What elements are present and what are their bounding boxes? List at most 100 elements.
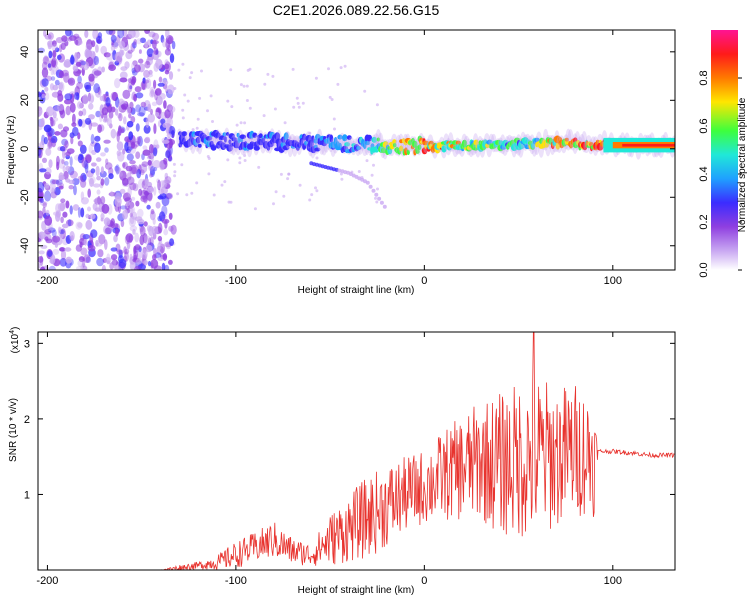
noise-speckle bbox=[173, 87, 177, 90]
noise-speckle bbox=[147, 103, 152, 113]
noise-speckle bbox=[126, 172, 132, 181]
noise-speckle bbox=[88, 93, 95, 104]
noise-speckle bbox=[69, 205, 73, 215]
noise-speckle bbox=[115, 167, 122, 174]
noise-speckle bbox=[165, 150, 171, 159]
noise-speckle bbox=[271, 74, 275, 78]
noise-speckle bbox=[139, 37, 146, 44]
noise-speckle bbox=[39, 168, 47, 173]
noise-speckle bbox=[128, 131, 134, 141]
noise-speckle bbox=[262, 114, 266, 118]
noise-speckle bbox=[108, 111, 114, 119]
band-blob bbox=[283, 132, 289, 141]
noise-speckle bbox=[142, 145, 148, 150]
noise-speckle bbox=[119, 71, 128, 80]
noise-speckle bbox=[149, 173, 153, 178]
noise-speckle bbox=[95, 44, 99, 53]
noise-speckle bbox=[238, 161, 242, 165]
noise-speckle bbox=[212, 193, 216, 197]
noise-speckle bbox=[163, 157, 168, 165]
noise-speckle bbox=[47, 40, 54, 48]
noise-speckle bbox=[38, 250, 45, 255]
noise-speckle bbox=[129, 216, 135, 225]
noise-speckle bbox=[103, 139, 111, 144]
snr-x-label: Height of straight line (km) bbox=[298, 585, 415, 596]
noise-speckle bbox=[40, 117, 45, 127]
noise-speckle bbox=[111, 259, 119, 266]
noise-speckle bbox=[163, 100, 167, 109]
noise-speckle bbox=[164, 264, 170, 270]
noise-speckle bbox=[45, 209, 50, 216]
band-blob bbox=[337, 134, 343, 140]
noise-speckle bbox=[75, 61, 82, 67]
noise-speckle bbox=[167, 36, 173, 45]
band-blob bbox=[564, 137, 570, 142]
noise-speckle bbox=[64, 161, 69, 166]
noise-speckle bbox=[110, 247, 118, 252]
noise-speckle bbox=[50, 68, 54, 76]
noise-speckle bbox=[59, 70, 64, 79]
noise-speckle bbox=[314, 76, 318, 80]
noise-speckle bbox=[104, 227, 111, 235]
noise-speckle bbox=[144, 235, 151, 245]
noise-speckle bbox=[89, 50, 96, 59]
noise-speckle bbox=[138, 188, 143, 196]
noise-speckle bbox=[42, 56, 50, 65]
noise-speckle bbox=[59, 109, 66, 119]
noise-speckle bbox=[100, 196, 106, 205]
noise-speckle bbox=[152, 217, 156, 225]
noise-speckle bbox=[48, 50, 53, 59]
noise-speckle bbox=[207, 172, 211, 176]
band-blob bbox=[344, 142, 351, 147]
noise-speckle bbox=[65, 30, 72, 37]
noise-speckle bbox=[162, 122, 169, 128]
noise-speckle bbox=[372, 163, 375, 167]
noise-speckle bbox=[157, 256, 164, 261]
noise-speckle bbox=[140, 169, 145, 176]
noise-speckle bbox=[211, 120, 214, 123]
band-tail-peak bbox=[622, 143, 675, 147]
spectrogram-y-ticks: -40 -20 0 20 40 bbox=[19, 46, 675, 254]
noise-speckle bbox=[56, 155, 60, 166]
noise-speckle bbox=[181, 116, 185, 120]
noise-speckle bbox=[89, 177, 94, 187]
band-blob bbox=[222, 132, 227, 137]
noise-speckle bbox=[157, 242, 162, 251]
noise-speckle bbox=[77, 259, 84, 268]
noise-speckle bbox=[42, 206, 46, 217]
noise-speckle bbox=[128, 112, 132, 119]
noise-speckle bbox=[158, 188, 164, 195]
noise-speckle bbox=[105, 97, 111, 107]
noise-speckle bbox=[248, 106, 252, 110]
noise-speckle bbox=[206, 109, 209, 113]
noise-speckle bbox=[86, 39, 93, 50]
noise-speckle bbox=[144, 178, 148, 186]
noise-speckle bbox=[103, 217, 111, 226]
noise-speckle bbox=[130, 206, 136, 214]
band-blob bbox=[231, 137, 238, 142]
noise-speckle bbox=[97, 124, 102, 133]
noise-speckle bbox=[124, 248, 130, 255]
spectrogram-y-label: Frequency (Hz) bbox=[6, 116, 17, 185]
noise-speckle bbox=[134, 244, 141, 251]
noise-speckle bbox=[206, 155, 210, 158]
noise-speckle bbox=[100, 45, 107, 55]
noise-speckle bbox=[72, 178, 80, 186]
x-tick-label: -100 bbox=[225, 275, 247, 287]
noise-speckle bbox=[180, 163, 184, 167]
colorbar: 0.0 0.2 0.4 0.6 0.8 Normalized spectral ampl… bbox=[698, 30, 748, 278]
noise-speckle bbox=[82, 94, 89, 105]
noise-speckle bbox=[50, 135, 58, 144]
noise-speckle bbox=[145, 78, 152, 89]
noise-speckle bbox=[64, 99, 72, 105]
noise-speckle bbox=[130, 78, 136, 86]
noise-speckle bbox=[114, 78, 121, 89]
noise-speckle bbox=[141, 161, 149, 168]
noise-speckle bbox=[147, 260, 152, 267]
noise-speckle bbox=[52, 50, 57, 58]
noise-speckle bbox=[80, 172, 87, 183]
noise-speckle bbox=[40, 266, 45, 270]
noise-speckle bbox=[82, 234, 90, 240]
branch-blob bbox=[374, 192, 379, 197]
noise-speckle bbox=[129, 225, 138, 232]
